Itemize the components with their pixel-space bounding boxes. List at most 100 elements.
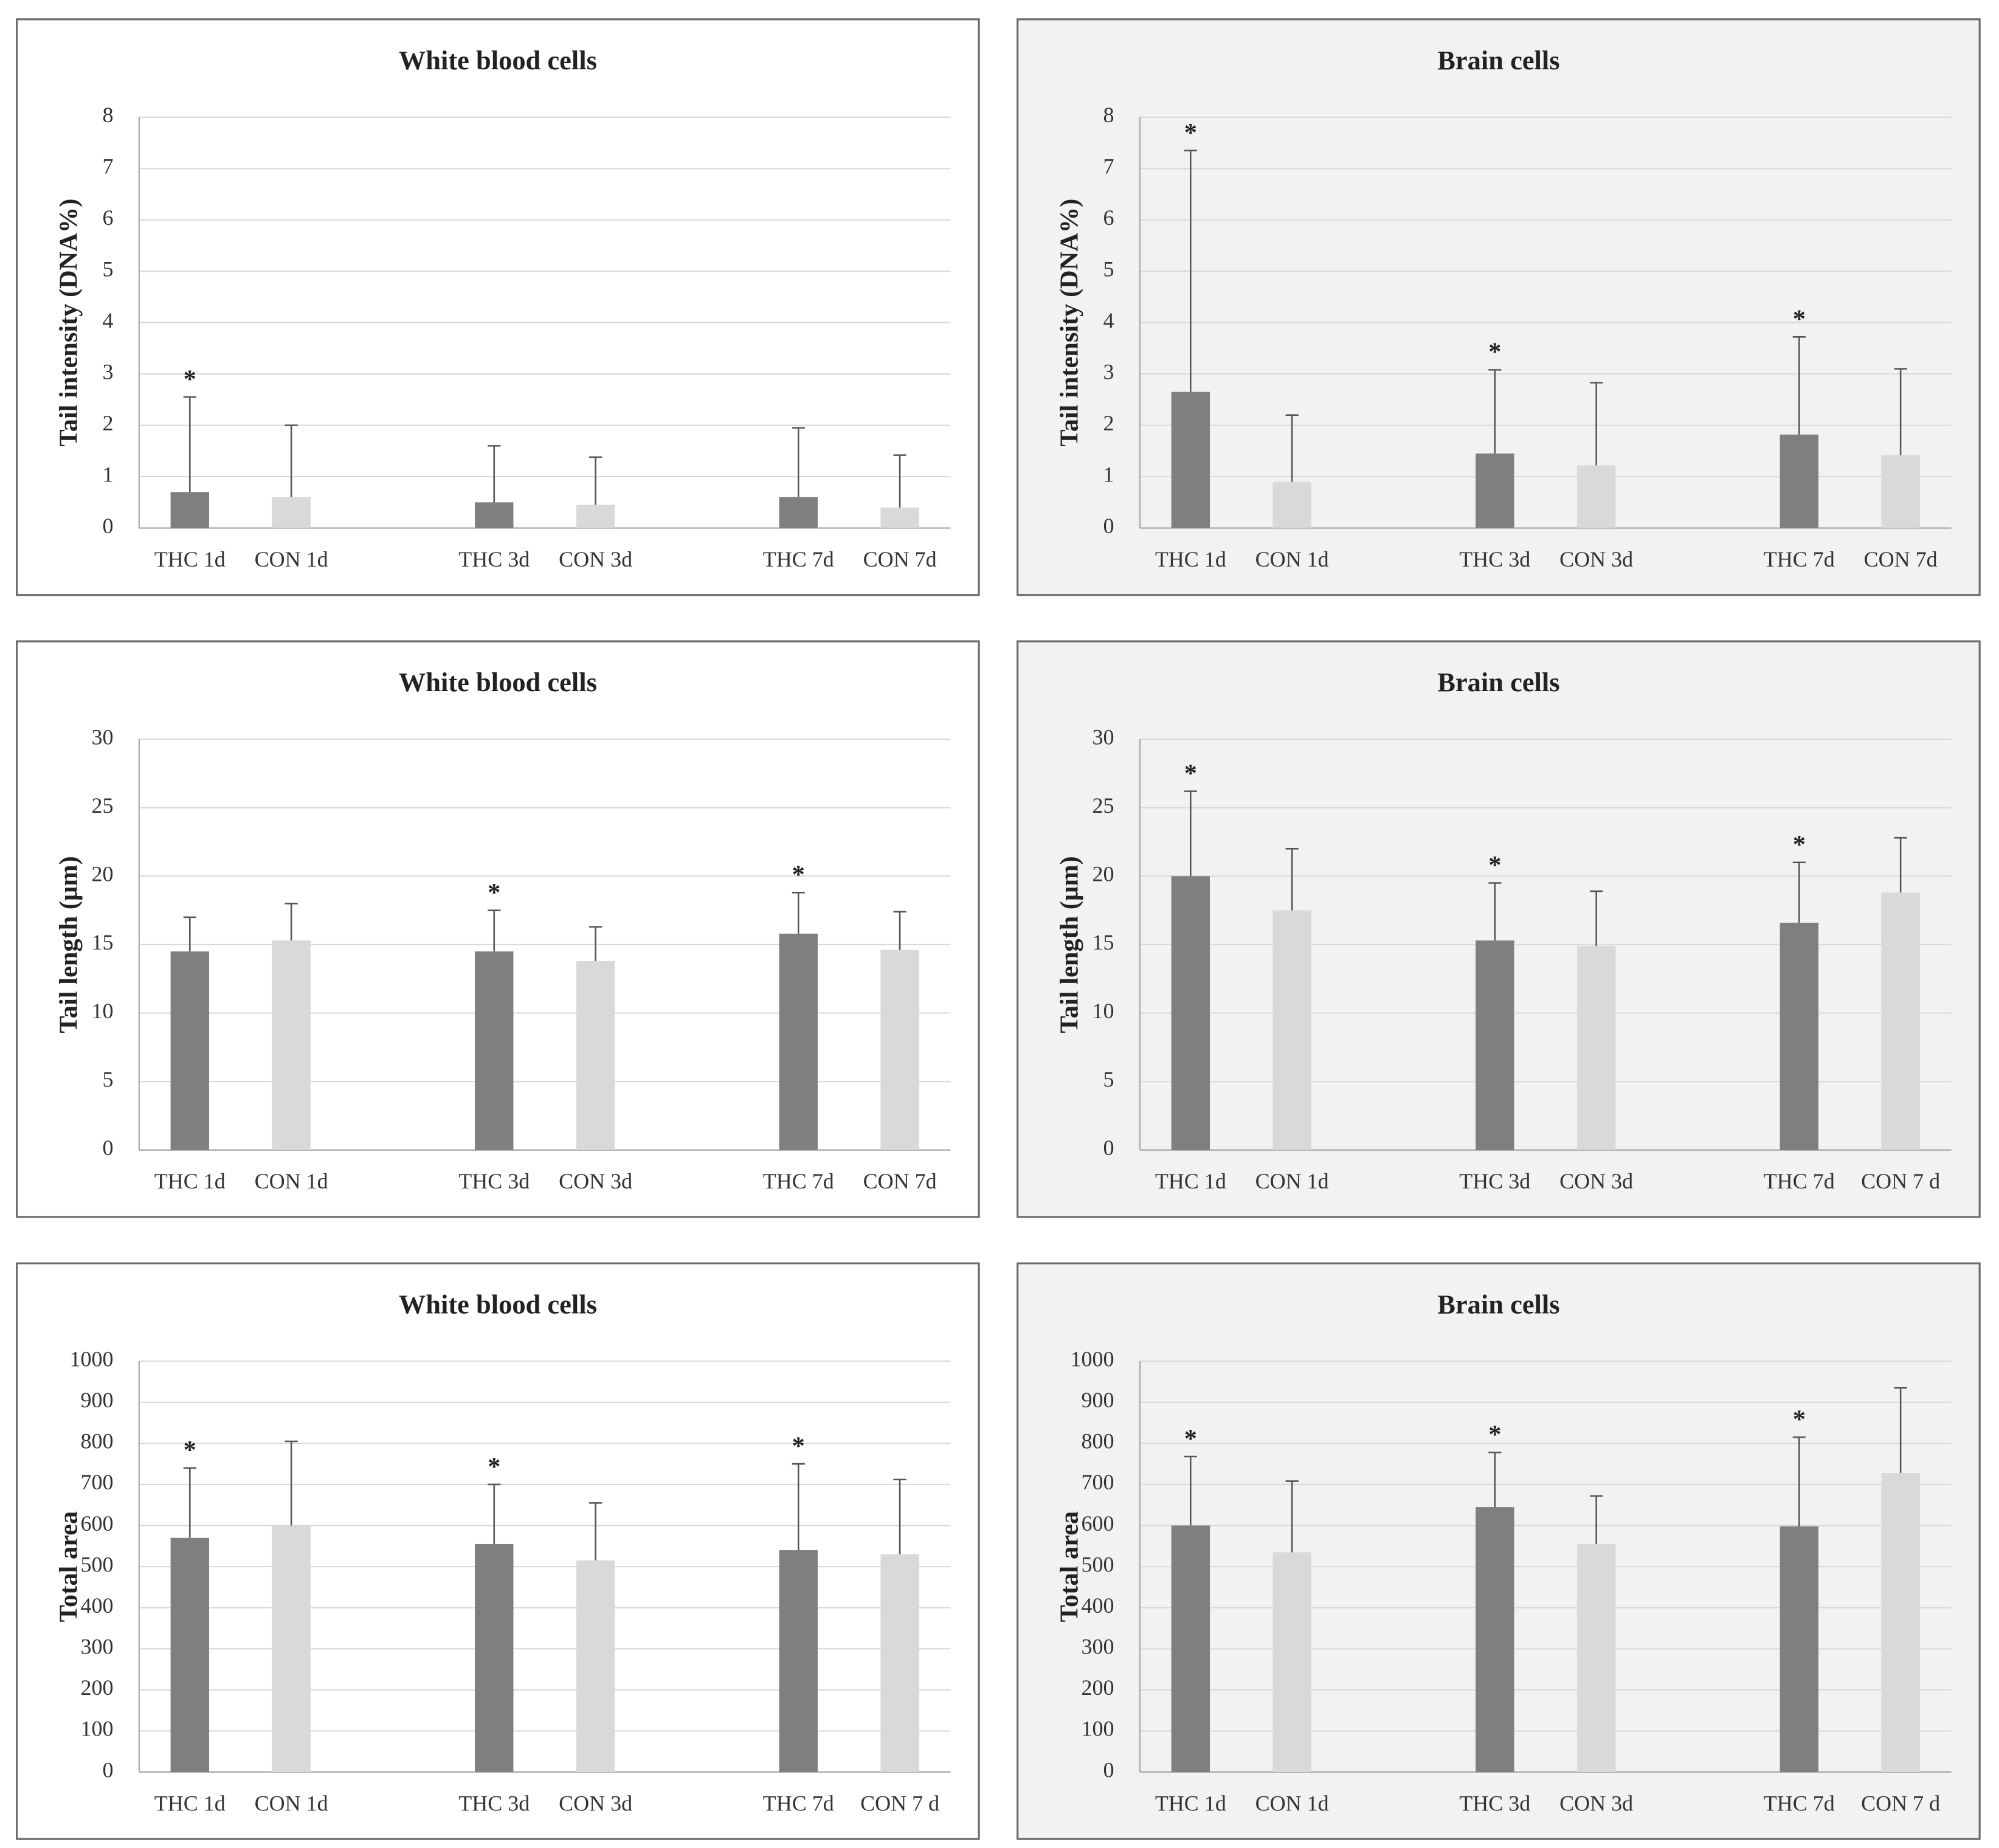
error-bar: [1894, 368, 1907, 455]
y-tick-label: 10: [1093, 999, 1114, 1023]
y-tick-label: 100: [80, 1717, 113, 1741]
x-tick-label: THC 3d: [458, 1169, 530, 1193]
y-tick-label: 5: [102, 1067, 113, 1091]
x-tick-label: CON 7d: [863, 547, 937, 571]
significance-mark: *: [1184, 1424, 1197, 1453]
y-tick-label: 200: [80, 1675, 113, 1700]
x-tick-label: THC 3d: [1459, 1169, 1530, 1193]
bar: [170, 1537, 209, 1773]
y-tick-label: 5: [102, 257, 113, 281]
bar: [779, 497, 818, 528]
significance-mark: *: [1184, 119, 1197, 147]
y-tick-label: 100: [1082, 1717, 1114, 1741]
bar: [1476, 453, 1514, 528]
error-bar: [589, 456, 602, 505]
error-bar: [1285, 414, 1299, 482]
y-tick-label: 800: [80, 1429, 113, 1453]
x-tick-label: CON 3d: [1559, 1169, 1633, 1193]
x-tick-label: CON 3d: [559, 1791, 632, 1815]
significance-mark: *: [1488, 851, 1501, 880]
y-tick-label: 5: [1103, 1067, 1114, 1091]
x-tick-label: THC 7d: [763, 1169, 834, 1193]
bar: [1576, 946, 1616, 1150]
chart-panel: White blood cells 0 1 2 3 4 5 6 7 8 Tail intensity…: [16, 18, 980, 596]
chart-panel: White blood cells 0 100 200 300 400 500 600 700 8…: [16, 1262, 980, 1840]
x-tick-label: THC 3d: [458, 547, 530, 571]
x-tick-label: THC 1d: [1155, 1791, 1226, 1815]
error-bar: [488, 1483, 501, 1544]
x-tick-label: THC 7d: [1764, 1169, 1835, 1193]
y-tick-label: 500: [80, 1552, 113, 1576]
x-tick-label: CON 3d: [1559, 547, 1633, 571]
y-tick-label: 3: [102, 359, 113, 384]
significance-mark: *: [1488, 1421, 1501, 1449]
bar: [576, 1560, 615, 1773]
chart-panel: White blood cells 0 5 10 15 20 25 30 Tail length…: [16, 640, 980, 1218]
y-tick-label: 0: [1103, 1757, 1114, 1782]
significance-mark: *: [1793, 830, 1806, 859]
y-tick-label: 25: [91, 793, 113, 818]
y-tick-label: 1: [1103, 462, 1114, 486]
significance-mark: *: [792, 1432, 805, 1460]
chart-title: Brain cells: [1437, 1289, 1559, 1319]
x-tick-label: CON 7d: [1864, 547, 1938, 571]
x-tick-label: THC 1d: [154, 1791, 226, 1815]
bar: [1272, 910, 1311, 1150]
y-tick-label: 300: [1082, 1635, 1114, 1659]
y-tick-label: 0: [102, 1136, 113, 1160]
y-tick-label: 0: [102, 514, 113, 538]
error-bar: [1792, 1436, 1806, 1526]
y-axis-label: Tail length (µm): [1055, 856, 1083, 1033]
chart-panel: Brain cells 0 1 2 3 4 5 6 7 8 Tail intensity (DNA%…: [1017, 18, 1981, 596]
error-bar: [488, 445, 501, 503]
bar: [1171, 1525, 1210, 1773]
bar: [880, 1554, 919, 1773]
y-tick-label: 2: [102, 411, 113, 435]
error-bar: [1184, 150, 1197, 392]
y-tick-label: 900: [80, 1388, 113, 1412]
bar: [1272, 481, 1311, 528]
y-tick-label: 200: [1082, 1675, 1114, 1700]
error-bar: [589, 1502, 602, 1560]
bar: [1476, 940, 1514, 1150]
chart-title: White blood cells: [399, 667, 597, 697]
y-tick-label: 600: [80, 1511, 113, 1536]
y-axis-label: Total area: [54, 1511, 83, 1622]
y-tick-label: 4: [102, 308, 113, 333]
error-bar: [1488, 369, 1502, 454]
bar: [1780, 1526, 1819, 1773]
error-bar: [1792, 336, 1806, 435]
y-axis-label: Total area: [1055, 1511, 1083, 1622]
x-tick-label: THC 1d: [154, 547, 226, 571]
chart-panel: Brain cells 0 5 10 15 20 25 30 Tail length (µm) T…: [1017, 640, 1981, 1218]
y-tick-label: 0: [1103, 514, 1114, 538]
y-tick-label: 300: [80, 1635, 113, 1659]
error-bar: [792, 1463, 805, 1551]
y-tick-label: 400: [1082, 1593, 1114, 1618]
x-tick-label: CON 1d: [255, 1169, 328, 1193]
significance-mark: *: [1488, 338, 1501, 367]
y-tick-label: 700: [1082, 1470, 1114, 1494]
bar: [1780, 922, 1819, 1150]
bar: [1171, 391, 1210, 528]
bar: [1780, 434, 1819, 528]
error-bar: [285, 424, 298, 497]
chart-title: Brain cells: [1437, 667, 1559, 697]
bar: [272, 940, 311, 1150]
error-bar: [1488, 1451, 1502, 1508]
y-tick-label: 20: [1093, 862, 1114, 886]
significance-mark: *: [488, 1452, 500, 1481]
x-tick-label: CON 1d: [255, 547, 328, 571]
x-tick-label: CON 1d: [1255, 547, 1329, 571]
bar: [1272, 1552, 1311, 1773]
error-bar: [893, 454, 906, 508]
error-bar: [1590, 890, 1603, 946]
significance-mark: *: [184, 1436, 196, 1464]
y-tick-label: 1: [102, 462, 113, 486]
y-tick-label: 30: [91, 725, 113, 749]
bar: [1881, 892, 1920, 1150]
error-bar: [893, 1478, 906, 1554]
y-tick-label: 6: [1103, 205, 1114, 230]
error-bar: [792, 892, 805, 934]
x-tick-label: CON 3d: [1559, 1791, 1633, 1815]
